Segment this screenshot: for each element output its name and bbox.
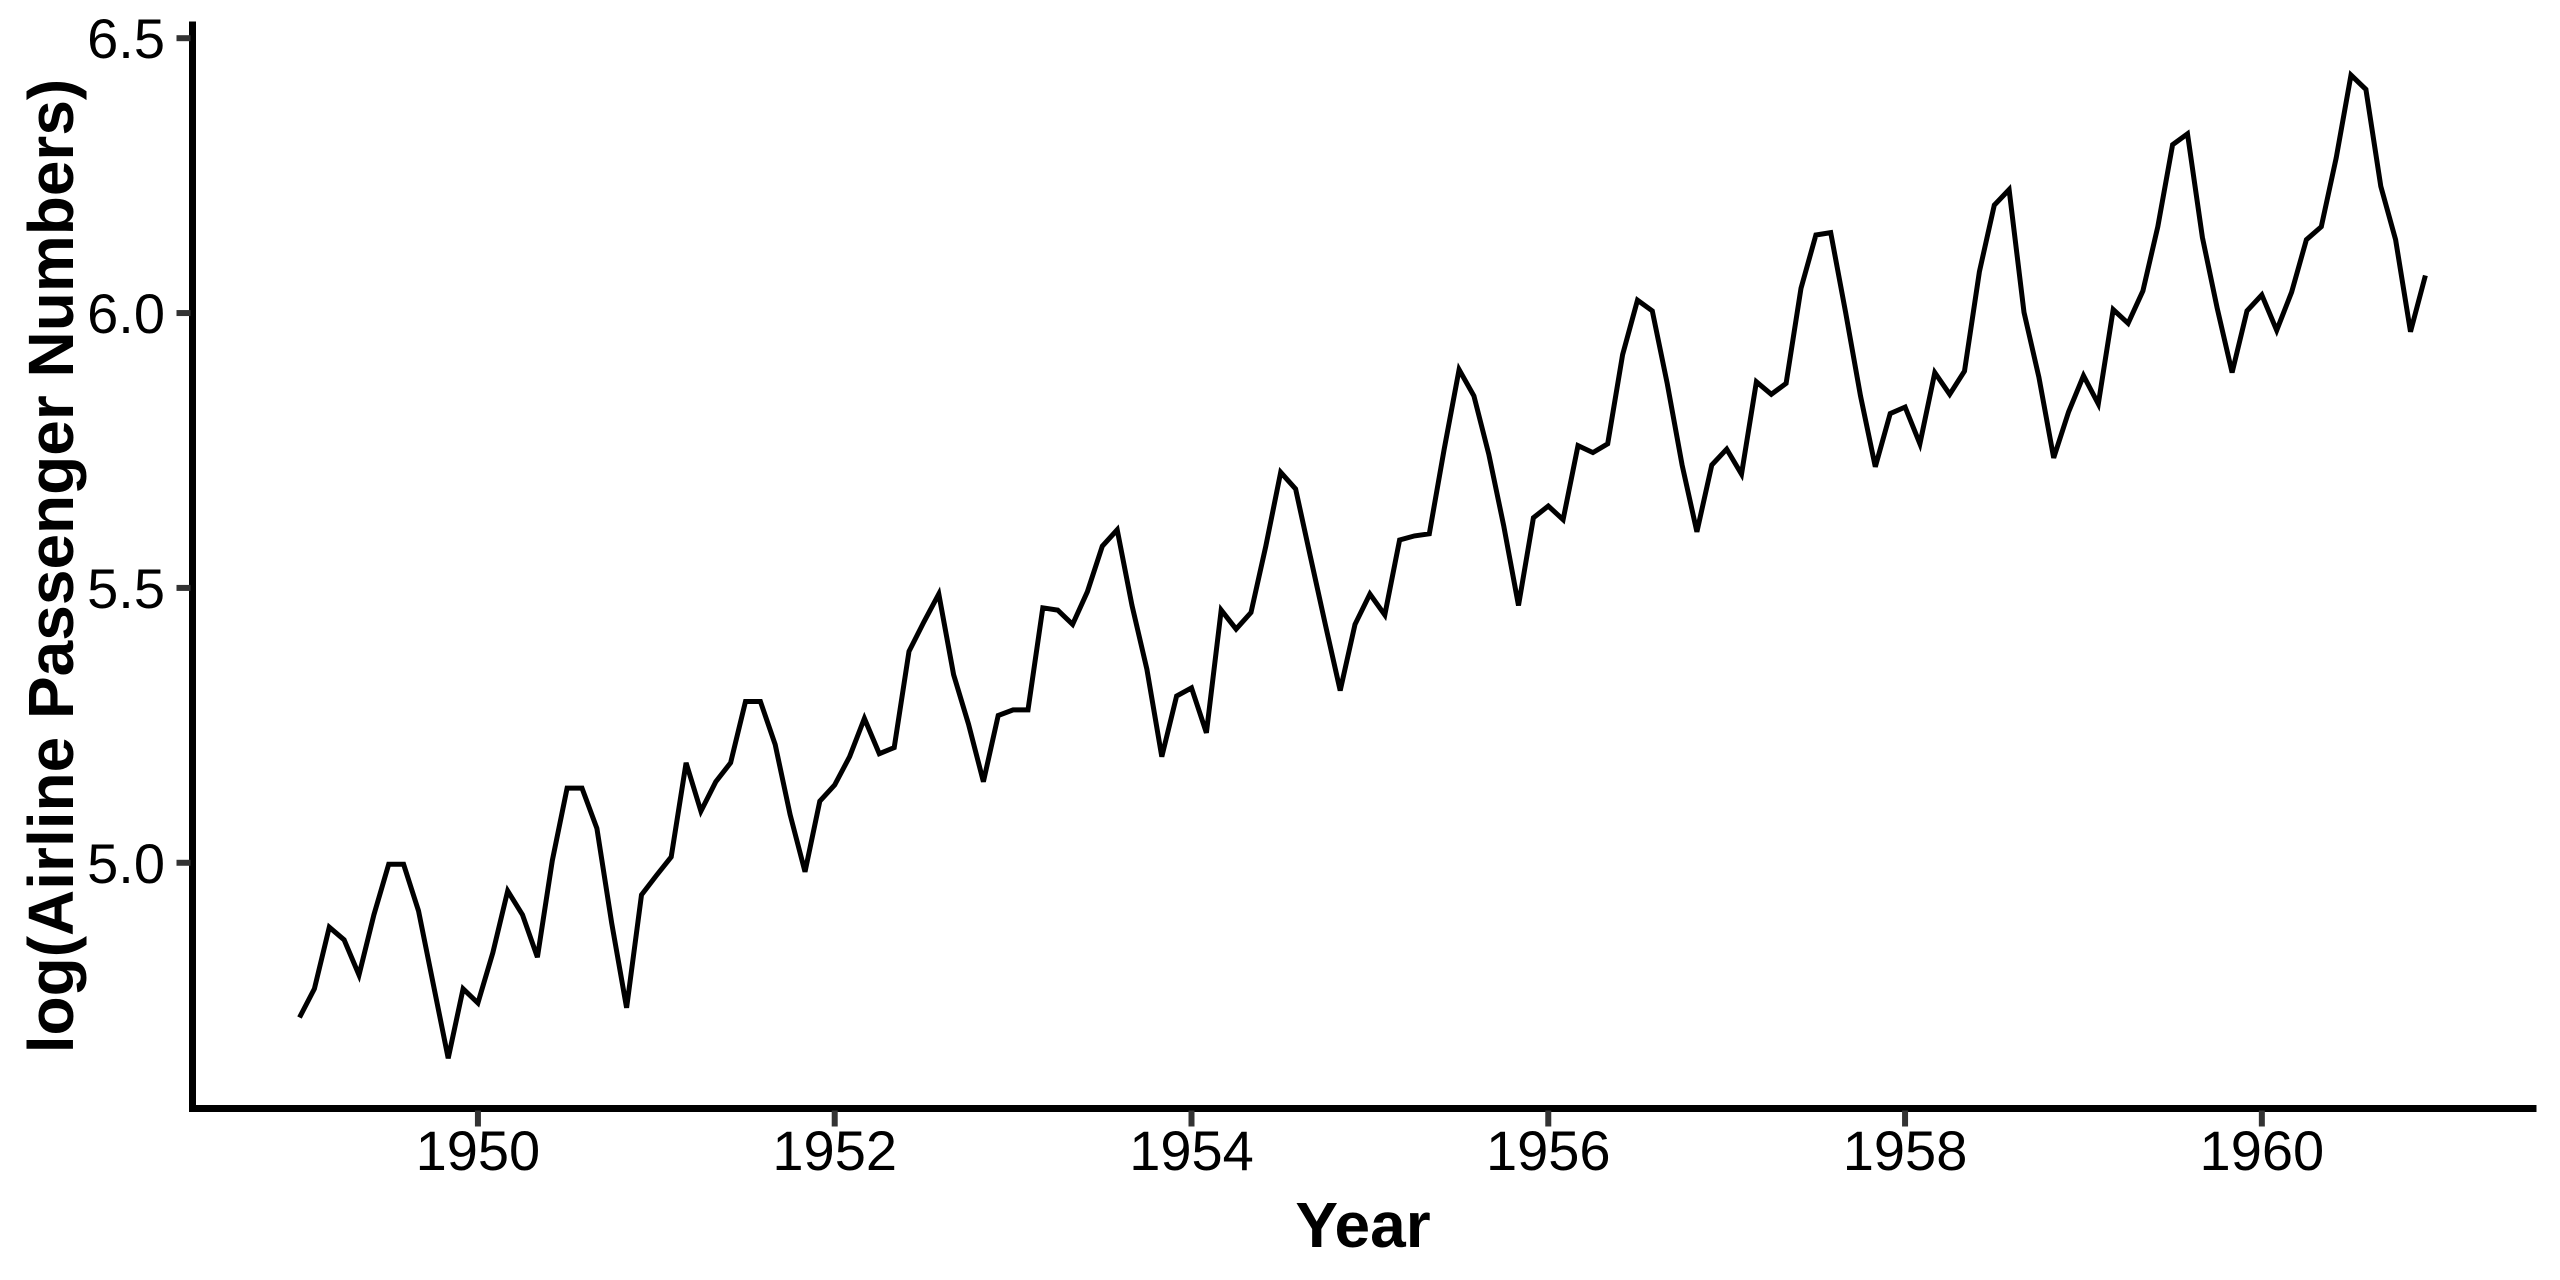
x-axis-title: Year xyxy=(1295,1189,1431,1261)
data-line xyxy=(297,70,2428,1059)
x-axis-tick-label: 1952 xyxy=(772,1119,897,1182)
x-axis-tick-label: 1958 xyxy=(1843,1119,1968,1182)
y-axis-title: log(Airline Passenger Numbers) xyxy=(15,78,87,1054)
x-axis-tick-label: 1956 xyxy=(1486,1119,1611,1182)
y-axis-tick-label: 6.0 xyxy=(87,282,165,345)
x-axis-tick-label: 1950 xyxy=(416,1119,541,1182)
x-axis-tick-label: 1960 xyxy=(2200,1119,2325,1182)
y-axis-tick-label: 5.5 xyxy=(87,557,165,620)
y-axis-tick-label: 6.5 xyxy=(87,7,165,70)
x-axis-tick-label: 1954 xyxy=(1129,1119,1254,1182)
y-axis-tick-label: 5.0 xyxy=(87,832,165,895)
axis-lines xyxy=(189,21,2537,1112)
